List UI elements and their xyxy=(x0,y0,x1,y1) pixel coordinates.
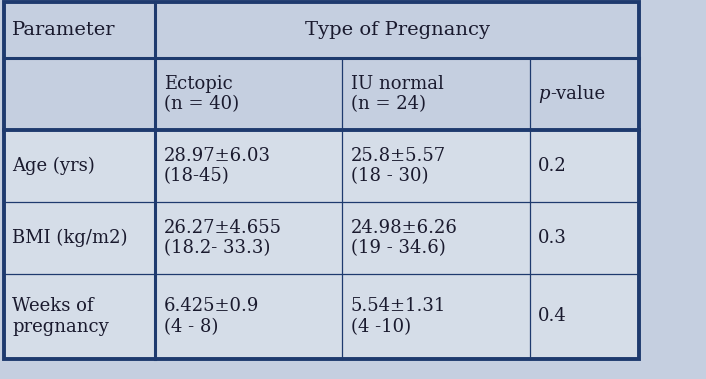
Bar xyxy=(155,202,342,274)
Bar xyxy=(155,2,639,58)
Text: Ectopic
(n = 40): Ectopic (n = 40) xyxy=(164,75,239,113)
Bar xyxy=(4,2,155,58)
Bar xyxy=(530,274,639,359)
Text: BMI (kg/m2): BMI (kg/m2) xyxy=(12,229,128,247)
Text: 0.3: 0.3 xyxy=(538,229,567,247)
Bar xyxy=(155,130,342,202)
Text: Weeks of
pregnancy: Weeks of pregnancy xyxy=(12,297,109,336)
Text: Age (yrs): Age (yrs) xyxy=(12,157,95,175)
Bar xyxy=(342,274,530,359)
Text: 0.4: 0.4 xyxy=(538,307,567,325)
Text: 24.98±6.26
(19 - 34.6): 24.98±6.26 (19 - 34.6) xyxy=(351,219,457,257)
Text: 25.8±5.57
(18 - 30): 25.8±5.57 (18 - 30) xyxy=(351,147,446,185)
Bar xyxy=(155,58,342,130)
Bar xyxy=(4,58,155,130)
Bar xyxy=(155,274,342,359)
Bar xyxy=(4,202,155,274)
Text: 5.54±1.31
(4 -10): 5.54±1.31 (4 -10) xyxy=(351,297,446,336)
Bar xyxy=(342,130,530,202)
Text: 0.2: 0.2 xyxy=(538,157,567,175)
Bar xyxy=(530,58,639,130)
Text: Type of Pregnancy: Type of Pregnancy xyxy=(304,21,490,39)
Bar xyxy=(342,58,530,130)
Bar xyxy=(342,202,530,274)
Bar xyxy=(530,130,639,202)
Text: 26.27±4.655
(18.2- 33.3): 26.27±4.655 (18.2- 33.3) xyxy=(164,219,282,257)
Bar xyxy=(4,130,155,202)
Text: p: p xyxy=(538,85,549,103)
Text: IU normal
(n = 24): IU normal (n = 24) xyxy=(351,75,444,113)
Text: 6.425±0.9
(4 - 8): 6.425±0.9 (4 - 8) xyxy=(164,297,259,336)
Text: 28.97±6.03
(18-45): 28.97±6.03 (18-45) xyxy=(164,147,271,185)
Text: -value: -value xyxy=(551,85,606,103)
Bar xyxy=(530,202,639,274)
Text: Parameter: Parameter xyxy=(12,21,116,39)
Bar xyxy=(4,274,155,359)
